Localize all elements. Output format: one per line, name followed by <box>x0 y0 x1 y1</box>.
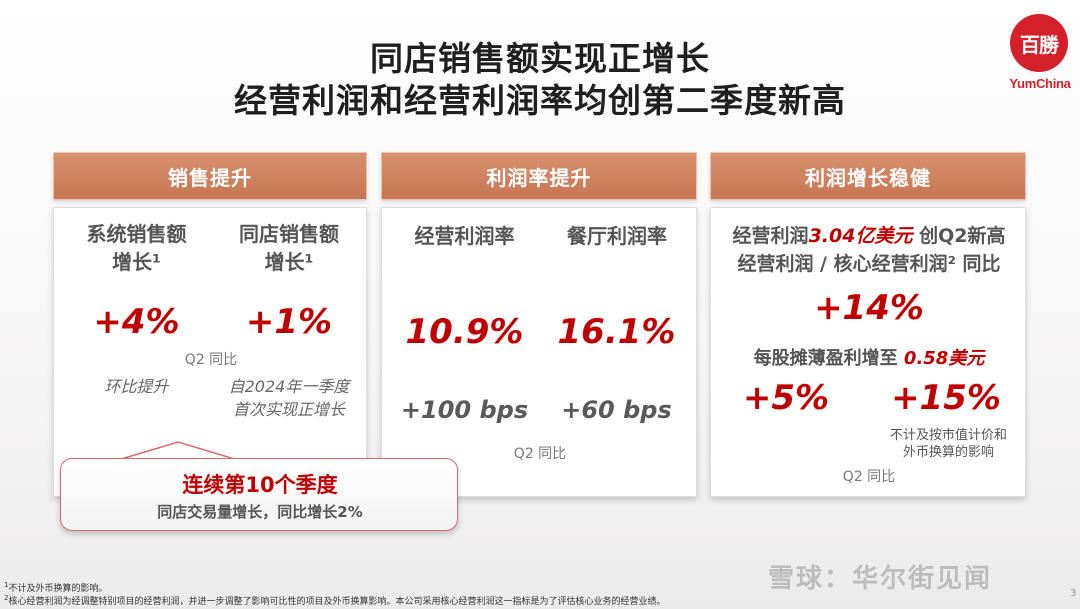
callout-box: 连续第10个季度 同店交易量增长，同比增长2% <box>60 458 458 531</box>
operating-margin-bps: +100 bps <box>400 396 529 424</box>
operating-profit-record: 创Q2新高 <box>912 225 1006 247</box>
watermark: 雪球：华尔街见闻 <box>768 564 993 594</box>
yumchina-logo: 百勝 YumChina <box>1002 10 1078 100</box>
period-label: Q2 同比 <box>842 469 896 485</box>
core-profit-line: 经营利润 / 核心经营利润² 同比 <box>737 253 1001 275</box>
panel-margin-body: 经营利润率 餐厅利润率 10.9% 16.1% +100 bps +60 bps… <box>381 207 697 497</box>
eps-label: 每股摊薄盈利增至 <box>753 348 904 369</box>
same-store-sales-value: +1% <box>245 302 333 342</box>
footnote-2-mark: 2 <box>4 594 9 602</box>
operating-profit-amount: 3.04亿美元 <box>808 225 913 247</box>
panel-profit-header: 利润增长稳健 <box>710 152 1026 200</box>
operating-profit-line: 经营利润3.04亿美元 创Q2新高 <box>711 222 1027 250</box>
page-number: 3 <box>1070 588 1077 599</box>
page-title-line2: 经营利润和经营利润率均创第二季度新高 <box>234 81 846 120</box>
eps-growth-adjusted-value: +15% <box>891 378 1001 418</box>
logo-text: YumChina <box>1009 76 1071 91</box>
same-store-sales-note-b: 首次实现正增长 <box>232 400 345 419</box>
panel-profit: 利润增长稳健 经营利润3.04亿美元 创Q2新高 经营利润 / 核心经营利润² … <box>710 152 1026 497</box>
period-label: Q2 同比 <box>513 446 567 462</box>
footnote-2: 2核心经营利润为经调整特别项目的经营利润，并进一步调整了影响可比性的项目及外币换… <box>4 594 665 607</box>
restaurant-margin-bps: +60 bps <box>561 396 672 424</box>
adjusted-note-b: 外币换算的影响 <box>902 445 994 460</box>
operating-profit-growth-value: +14% <box>814 288 924 328</box>
period-label: Q2 同比 <box>184 352 238 368</box>
same-store-sales-heading-a: 同店销售额 <box>239 222 339 246</box>
restaurant-margin-heading: 餐厅利润率 <box>567 224 667 248</box>
page-title-line1: 同店销售额实现正增长 <box>370 39 710 78</box>
callout-headline: 连续第10个季度 <box>182 473 338 497</box>
system-sales-heading-b: 增长¹ <box>112 250 161 274</box>
logo-mark: 百勝 <box>1010 14 1068 72</box>
footnote-2-text: 核心经营利润为经调整特别项目的经营利润，并进一步调整了影响可比性的项目及外币换算… <box>8 597 666 607</box>
footnote-1: 1不计及外币换算的影响。 <box>4 581 107 594</box>
panel-sales-header: 销售提升 <box>53 152 367 200</box>
system-sales-note: 环比提升 <box>104 377 169 396</box>
panel-profit-body: 经营利润3.04亿美元 创Q2新高 经营利润 / 核心经营利润² 同比 +14%… <box>710 207 1026 497</box>
eps-amount: 0.58美元 <box>903 348 985 369</box>
panel-margin: 利润率提升 经营利润率 餐厅利润率 10.9% 16.1% +100 bps +… <box>381 152 697 497</box>
same-store-sales-heading-b: 增长¹ <box>264 250 314 274</box>
footnote-1-text: 不计及外币换算的影响。 <box>8 584 108 594</box>
same-store-sales-note-a: 自2024年一季度 <box>228 377 350 396</box>
operating-profit-label: 经营利润 <box>732 225 809 247</box>
system-sales-value: +4% <box>93 302 180 342</box>
panel-margin-header: 利润率提升 <box>381 152 697 200</box>
callout-subline: 同店交易量增长，同比增长2% <box>157 503 363 521</box>
eps-line: 每股摊薄盈利增至 0.58美元 <box>711 344 1027 370</box>
operating-margin-heading: 经营利润率 <box>414 224 515 248</box>
eps-growth-value: +5% <box>742 378 830 418</box>
adjusted-note-a: 不计及按市值计价和 <box>889 428 1007 443</box>
system-sales-heading-a: 系统销售额 <box>86 222 187 246</box>
footnote-1-mark: 1 <box>4 581 9 589</box>
restaurant-margin-value: 16.1% <box>557 312 676 352</box>
operating-margin-value: 10.9% <box>405 312 524 352</box>
